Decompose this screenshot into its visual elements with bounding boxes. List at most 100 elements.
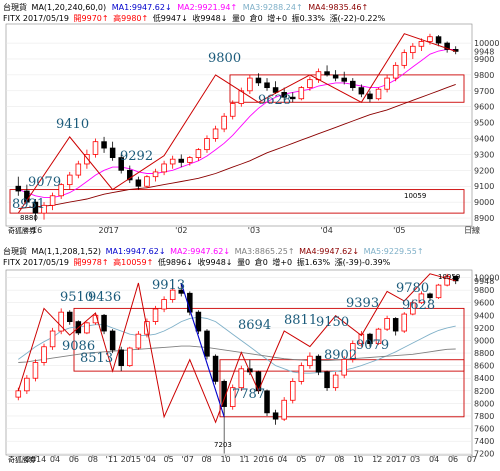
y-tick-label: 9600: [474, 299, 494, 308]
price-annotation: 9079: [28, 175, 61, 190]
top-amp: 振0.33%: [292, 13, 326, 23]
price-annotation: 7203: [214, 441, 232, 449]
bottom-header: 台現貨 MA(1,1,208,1,52) MA1:9947.62↓ MA2:99…: [3, 246, 424, 267]
candle-body: [332, 74, 339, 79]
price-annotation: 9510: [60, 290, 93, 305]
candle-body: [41, 346, 47, 363]
candle-body: [58, 311, 64, 332]
y-tick-label: 7200: [474, 450, 494, 459]
top-open: 開9970↑: [74, 14, 109, 23]
x-tick-label: 05: [296, 455, 306, 464]
zigzag-trend-line: [17, 273, 456, 424]
top-vol: 量0: [232, 14, 245, 23]
candle-body: [118, 349, 124, 367]
bottom-ma3: MA3:8865.25↑: [235, 247, 295, 256]
price-annotation: 8811: [284, 313, 317, 328]
x-tick-label: 07: [467, 455, 477, 464]
x-tick-label: 2017: [386, 455, 406, 464]
candle-body: [307, 79, 313, 89]
y-tick-label: 9200: [474, 166, 494, 175]
candle-body: [101, 141, 107, 149]
candle-body: [135, 333, 142, 349]
candle-body: [75, 163, 82, 176]
candle-body: [358, 87, 365, 95]
top-ma2: MA2:9921.94↑: [177, 3, 237, 12]
candle-body: [264, 390, 270, 414]
y-tick-label: 9400: [474, 135, 494, 144]
top-header: 台現貨 MA(1,20,240,60,0) MA1:9947.62↓ MA2:9…: [3, 2, 386, 23]
price-annotation: 9628: [258, 93, 291, 108]
range-box: [73, 307, 465, 372]
candle-body: [324, 371, 330, 389]
bottom-symbol: FITX 2017/05/19: [3, 258, 69, 267]
zigzag-trend-line: [17, 33, 456, 214]
y-tick-label: 9000: [474, 198, 494, 207]
top-title: 台現貨: [3, 2, 27, 12]
candle-body: [238, 368, 245, 389]
top-ma1: MA1:9947.62↓: [112, 3, 172, 12]
candle-body: [169, 158, 176, 165]
candle-body: [84, 322, 90, 334]
candle-body: [255, 77, 262, 84]
candle-body: [195, 311, 202, 332]
x-tick-label: '16: [30, 226, 42, 235]
candle-body: [58, 184, 64, 197]
candle-body: [427, 36, 433, 42]
candle-body: [281, 399, 287, 420]
x-tick-label: 10: [220, 455, 230, 464]
price-annotation: 9628: [402, 298, 435, 313]
bottom-low: 低9896↓: [158, 257, 193, 267]
bottom-open: 開9978↑: [74, 258, 109, 267]
y-tick-label: 8600: [474, 362, 494, 371]
y-tick-label: 9400: [474, 311, 494, 320]
top-oi: 倉0: [250, 13, 263, 23]
x-tick-label: 08: [334, 455, 344, 464]
x-tick-label: 05: [164, 455, 174, 464]
y-tick-label: 9800: [474, 71, 494, 80]
y-tick-label: 9500: [474, 119, 494, 128]
candle-body: [24, 377, 30, 392]
candle-body: [118, 157, 124, 171]
candle-body: [15, 185, 22, 192]
price-annotation: 8694: [238, 318, 271, 333]
x-tick-label: 2014: [26, 455, 46, 464]
x-tick-label: '04: [144, 455, 156, 464]
x-tick-label: 12: [372, 455, 382, 464]
candle-body: [135, 179, 142, 187]
candle-body: [41, 204, 47, 214]
ma-short-line: [18, 48, 456, 198]
candle-body: [341, 358, 347, 376]
candle-body: [418, 293, 425, 304]
candle-body: [410, 302, 416, 315]
x-tick-label: 03: [410, 455, 420, 464]
y-tick-label: 8900: [474, 214, 494, 223]
candle-body: [350, 80, 356, 89]
y-tick-label: 9100: [474, 182, 494, 191]
price-annotation: 8880: [20, 214, 38, 222]
candle-body: [452, 275, 459, 282]
x-tick-label: '05: [393, 226, 405, 235]
candle-body: [444, 275, 450, 286]
watermark-label: 奇狐勝券: [8, 226, 36, 235]
y-tick-label: 9000: [474, 336, 494, 345]
x-tick-label: 2016: [253, 455, 273, 464]
candle-body: [169, 289, 176, 300]
price-annotation: 9292: [120, 149, 153, 164]
candle-body: [127, 169, 133, 181]
candle-body: [289, 96, 296, 100]
y-tick-label: 9600: [474, 103, 494, 112]
x-tick-label: 06: [448, 455, 458, 464]
range-box: [229, 74, 465, 103]
candle-body: [229, 387, 236, 407]
candle-body: [367, 93, 373, 100]
bottom-chg: 漲(-39)-0.39%: [335, 258, 391, 267]
svg-text:台現貨 MA(1,20,240,60,0): 台現貨 MA(1,20,240,60,0) MA1:9947.62↓ MA2:9…: [3, 2, 368, 12]
candle-body: [144, 176, 150, 187]
y-tick-label: 9300: [474, 150, 494, 159]
y-tick-label: 9800: [474, 286, 494, 295]
x-tick-label: '07: [181, 455, 193, 464]
candle-body: [204, 138, 210, 151]
ma-mid-line: [18, 316, 456, 374]
y-tick-label: 7400: [474, 437, 494, 446]
